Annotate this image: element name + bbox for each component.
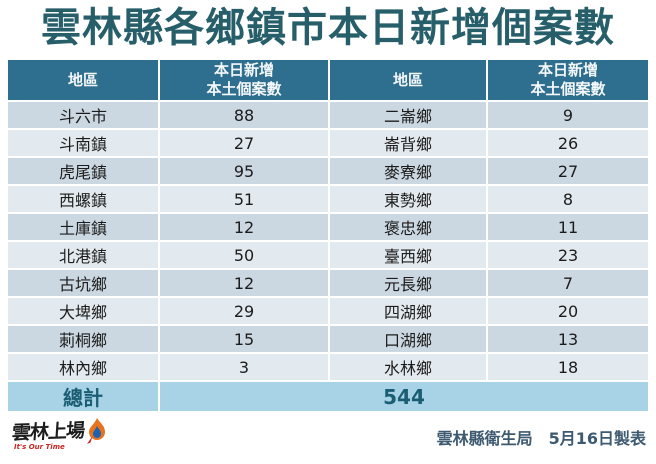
area-cell-right: 褒忠鄉: [330, 214, 486, 240]
count-cell-left: 27: [160, 130, 328, 156]
area-cell-right: 元長鄉: [330, 270, 486, 296]
table-row: 虎尾鎮 95 麥寮鄉 27: [8, 158, 648, 184]
footer: 雲林上場 It's Our Time 雲林縣衛生局 5月16日製表: [0, 417, 656, 464]
area-cell-right: 二崙鄉: [330, 102, 486, 128]
header-count-left-line2: 本土個案數: [206, 80, 282, 98]
header-area-left-label: 地區: [67, 70, 98, 89]
count-cell-right: 20: [488, 298, 648, 324]
page-title: 雲林縣各鄉鎮市本日新增個案數: [41, 5, 615, 51]
flame-icon: [86, 417, 108, 449]
area-cell-right: 崙背鄉: [330, 130, 486, 156]
table-body: 斗六市 88 二崙鄉 9 斗南鎮 27 崙背鄉 26 虎尾鎮 95 麥寮鄉 27 西螺鎮 51 東勢鄉 8 土庫…: [8, 102, 648, 380]
count-cell-right: 18: [488, 354, 648, 380]
area-cell-left: 斗南鎮: [8, 130, 158, 156]
count-cell-left: 95: [160, 158, 328, 184]
area-cell-left: 林內鄉: [8, 354, 158, 380]
header-count-left: 本日新增 本土個案數: [160, 60, 328, 100]
logo-subtext: It's Our Time: [14, 442, 65, 451]
table-row: 林內鄉 3 水林鄉 18: [8, 354, 648, 380]
count-cell-left: 12: [160, 270, 328, 296]
count-cell-right: 8: [488, 186, 648, 212]
header-area-left: 地區: [8, 60, 158, 100]
table-row: 古坑鄉 12 元長鄉 7: [8, 270, 648, 296]
table-row: 北港鎮 50 臺西鄉 23: [8, 242, 648, 268]
area-cell-right: 東勢鄉: [330, 186, 486, 212]
count-cell-left: 50: [160, 242, 328, 268]
count-cell-right: 13: [488, 326, 648, 352]
header-count-left-line1: 本日新增: [213, 61, 274, 80]
count-cell-right: 7: [488, 270, 648, 296]
count-cell-right: 27: [488, 158, 648, 184]
credit-text: 雲林縣衛生局 5月16日製表: [436, 428, 646, 448]
count-cell-left: 12: [160, 214, 328, 240]
count-cell-left: 29: [160, 298, 328, 324]
total-value: 544: [160, 382, 648, 411]
area-cell-right: 水林鄉: [330, 354, 486, 380]
area-cell-left: 北港鎮: [8, 242, 158, 268]
table-header-row: 地區 本日新增 本土個案數 地區 本日新增 本土個案數: [8, 60, 648, 100]
total-row: 總計 544: [8, 382, 648, 411]
header-count-right-line2: 本土個案數: [530, 80, 606, 98]
header-count-right-line1: 本日新增: [537, 61, 598, 80]
count-cell-left: 51: [160, 186, 328, 212]
area-cell-left: 土庫鎮: [8, 214, 158, 240]
table-row: 斗六市 88 二崙鄉 9: [8, 102, 648, 128]
table-row: 土庫鎮 12 褒忠鄉 11: [8, 214, 648, 240]
count-cell-left: 88: [160, 102, 328, 128]
area-cell-left: 虎尾鎮: [8, 158, 158, 184]
area-cell-left: 大埤鄉: [8, 298, 158, 324]
table-row: 斗南鎮 27 崙背鄉 26: [8, 130, 648, 156]
table-row: 西螺鎮 51 東勢鄉 8: [8, 186, 648, 212]
table-row: 大埤鄉 29 四湖鄉 20: [8, 298, 648, 324]
area-cell-right: 口湖鄉: [330, 326, 486, 352]
count-cell-right: 11: [488, 214, 648, 240]
case-table: 地區 本日新增 本土個案數 地區 本日新增 本土個案數 斗六市 88 二崙鄉 9 斗南鎮…: [6, 58, 650, 413]
table-row: 莿桐鄉 15 口湖鄉 13: [8, 326, 648, 352]
area-cell-right: 四湖鄉: [330, 298, 486, 324]
area-cell-right: 麥寮鄉: [330, 158, 486, 184]
area-cell-left: 古坑鄉: [8, 270, 158, 296]
area-cell-left: 莿桐鄉: [8, 326, 158, 352]
count-cell-right: 23: [488, 242, 648, 268]
logo-text: 雲林上場: [11, 419, 85, 444]
count-cell-right: 26: [488, 130, 648, 156]
header-area-right: 地區: [330, 60, 486, 100]
header-area-right-label: 地區: [392, 70, 423, 89]
count-cell-left: 15: [160, 326, 328, 352]
count-cell-left: 3: [160, 354, 328, 380]
header-count-right: 本日新增 本土個案數: [488, 60, 648, 100]
area-cell-left: 西螺鎮: [8, 186, 158, 212]
yunlin-logo: 雲林上場 It's Our Time: [11, 417, 108, 457]
count-cell-right: 9: [488, 102, 648, 128]
area-cell-right: 臺西鄉: [330, 242, 486, 268]
area-cell-left: 斗六市: [8, 102, 158, 128]
total-label: 總計: [8, 382, 158, 411]
